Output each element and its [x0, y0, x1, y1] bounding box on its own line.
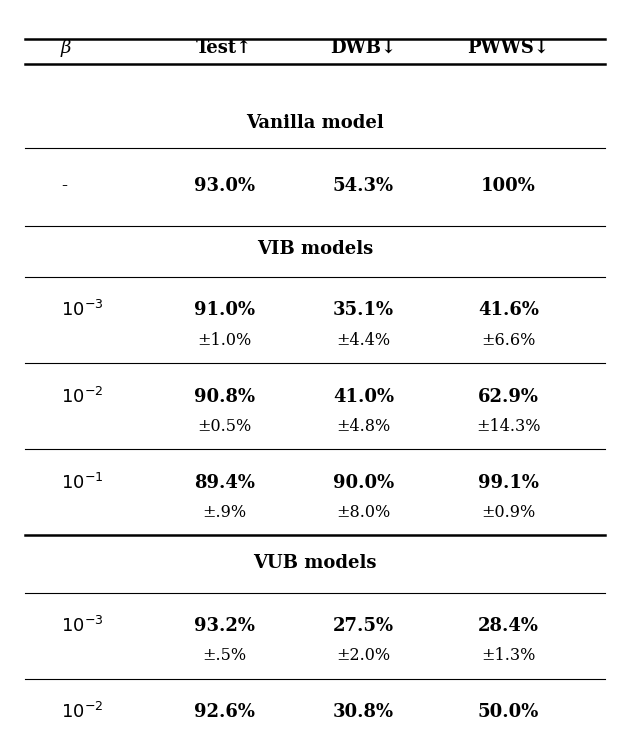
Text: ±1.0%: ±1.0% [197, 332, 251, 349]
Text: 50.0%: 50.0% [478, 703, 539, 721]
Text: ±.5%: ±.5% [202, 648, 246, 664]
Text: 62.9%: 62.9% [478, 388, 539, 406]
Text: 93.0%: 93.0% [193, 177, 255, 196]
Text: 93.2%: 93.2% [194, 617, 255, 634]
Text: DWB↓: DWB↓ [330, 39, 396, 57]
Text: 35.1%: 35.1% [333, 301, 394, 319]
Text: VUB models: VUB models [253, 553, 377, 572]
Text: 92.6%: 92.6% [194, 703, 255, 721]
Text: ±0.5%: ±0.5% [197, 418, 251, 435]
Text: ±4.4%: ±4.4% [336, 332, 391, 349]
Text: -: - [61, 177, 67, 196]
Text: 28.4%: 28.4% [478, 617, 539, 634]
Text: ±1.3%: ±1.3% [481, 648, 536, 664]
Text: 89.4%: 89.4% [194, 474, 255, 492]
Text: Test↑: Test↑ [196, 39, 253, 57]
Text: 100%: 100% [481, 177, 536, 196]
Text: 99.1%: 99.1% [478, 474, 539, 492]
Text: $10^{-2}$: $10^{-2}$ [61, 702, 103, 722]
Text: $10^{-3}$: $10^{-3}$ [61, 615, 103, 636]
Text: β: β [61, 39, 71, 57]
Text: 30.8%: 30.8% [333, 703, 394, 721]
Text: ±0.9%: ±0.9% [481, 504, 536, 521]
Text: ±2.0%: ±2.0% [336, 648, 391, 664]
Text: PWWS↓: PWWS↓ [467, 39, 549, 57]
Text: $10^{-2}$: $10^{-2}$ [61, 386, 103, 407]
Text: VIB models: VIB models [257, 240, 373, 258]
Text: ±6.6%: ±6.6% [481, 332, 536, 349]
Text: 90.8%: 90.8% [193, 388, 255, 406]
Text: 90.0%: 90.0% [333, 474, 394, 492]
Text: $10^{-1}$: $10^{-1}$ [61, 473, 103, 493]
Text: 41.6%: 41.6% [478, 301, 539, 319]
Text: 27.5%: 27.5% [333, 617, 394, 634]
Text: 41.0%: 41.0% [333, 388, 394, 406]
Text: 91.0%: 91.0% [193, 301, 255, 319]
Text: 54.3%: 54.3% [333, 177, 394, 196]
Text: $10^{-3}$: $10^{-3}$ [61, 300, 103, 320]
Text: Vanilla model: Vanilla model [246, 114, 384, 132]
Text: ±14.3%: ±14.3% [476, 418, 541, 435]
Text: ±.9%: ±.9% [202, 504, 246, 521]
Text: ±4.8%: ±4.8% [336, 418, 391, 435]
Text: ±8.0%: ±8.0% [336, 504, 391, 521]
